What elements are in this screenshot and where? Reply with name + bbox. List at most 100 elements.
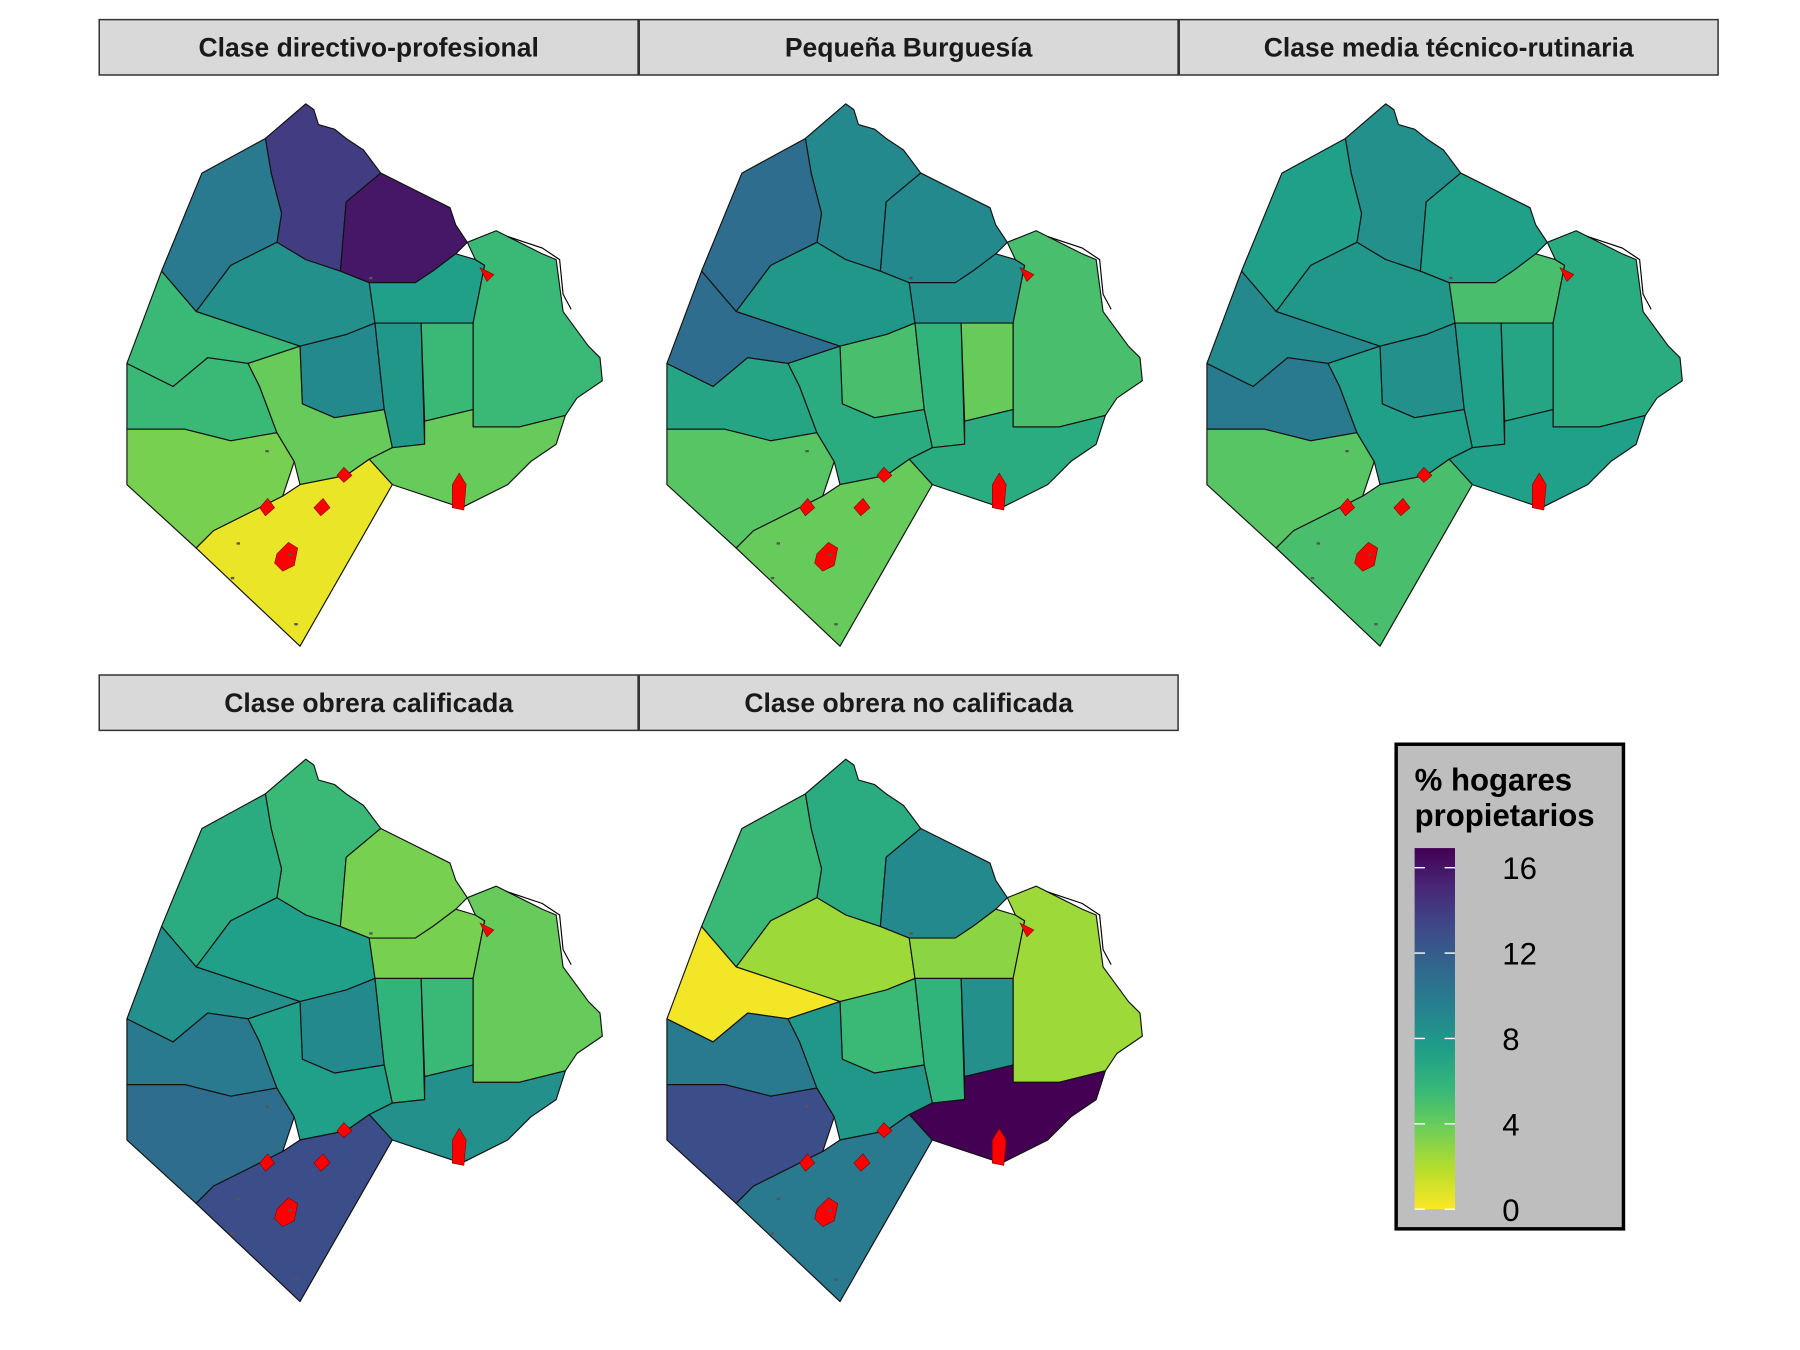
highlight-area (1532, 472, 1547, 511)
minor-feature (1368, 553, 1372, 557)
facet-strip: Pequeña Burguesía (638, 18, 1179, 76)
legend-tick-label: 12 (1502, 937, 1537, 972)
comuna-c3 (960, 322, 1014, 422)
legend-tick-label: 16 (1502, 851, 1537, 886)
facet-strip: Clase obrera no calificada (638, 674, 1179, 732)
facet-map (126, 758, 603, 1303)
facet-strip: Clase obrera calificada (98, 674, 639, 732)
facet-map (666, 103, 1143, 647)
highlight-area (1416, 466, 1433, 483)
highlight-area (313, 1153, 331, 1172)
facet-title: Clase obrera calificada (224, 688, 513, 718)
minor-feature (834, 1278, 838, 1281)
highlight-area (814, 541, 839, 572)
comuna-c3 (1500, 322, 1554, 422)
comuna-c1 (466, 885, 603, 1083)
facet-strip-bg (638, 674, 1179, 732)
highlight-area (1019, 267, 1035, 283)
highlight-area (1019, 922, 1035, 938)
highlight-area (853, 498, 871, 517)
minor-feature (805, 450, 809, 453)
comuna-c4 (368, 1064, 566, 1164)
legend-colorbar (1414, 848, 1455, 1210)
minor-feature (230, 576, 235, 580)
comuna-c1 (1006, 885, 1143, 1083)
minor-feature (294, 1278, 298, 1281)
highlight-area (452, 472, 467, 511)
minor-feature (909, 276, 913, 280)
highlight-area (479, 267, 495, 283)
highlight-area (274, 1197, 299, 1227)
comuna-c3 (960, 977, 1014, 1078)
highlight-area (336, 1122, 353, 1139)
minor-feature (288, 553, 292, 557)
minor-feature (1316, 542, 1320, 545)
facet-strip: Clase directivo-profesional (98, 18, 639, 76)
minor-feature (294, 623, 298, 626)
facet-strip-bg (98, 674, 639, 732)
minor-feature (828, 1209, 832, 1212)
comuna-c4 (368, 409, 566, 509)
port-outline (1587, 235, 1652, 310)
highlight-area (992, 1127, 1007, 1166)
highlight-area (452, 1127, 467, 1166)
highlight-area (1393, 498, 1411, 517)
highlight-area (336, 466, 353, 483)
minor-feature (236, 542, 240, 545)
minor-feature (834, 623, 838, 626)
facet-title: Clase directivo-profesional (198, 33, 538, 63)
minor-feature (369, 932, 373, 935)
facet-strip-bg (1178, 18, 1719, 76)
comuna-c9 (666, 428, 835, 549)
facet-title: Clase obrera no calificada (744, 688, 1073, 718)
comuna-c1 (1546, 230, 1683, 428)
minor-feature (770, 1232, 775, 1235)
minor-feature (265, 1105, 269, 1108)
facet-strip: Clase media técnico-rutinaria (1178, 18, 1719, 76)
minor-feature (776, 542, 780, 545)
minor-feature (1310, 576, 1315, 580)
minor-feature (288, 1209, 292, 1212)
highlight-area (799, 1153, 816, 1172)
comuna-c4 (908, 409, 1106, 509)
minor-feature (828, 553, 832, 557)
comuna-c9 (1206, 428, 1375, 549)
port-outline (1047, 235, 1112, 310)
facet-title: Clase media técnico-rutinaria (1264, 33, 1634, 63)
highlight-area (876, 1122, 893, 1139)
facet-map (1206, 103, 1683, 647)
legend-tick-label: 0 (1502, 1193, 1519, 1228)
comuna-c1 (466, 230, 603, 428)
facet-title: Pequeña Burguesía (785, 33, 1033, 63)
minor-feature (776, 1197, 780, 1200)
minor-feature (1449, 276, 1453, 280)
minor-feature (369, 276, 373, 280)
highlight-area (1354, 541, 1379, 572)
minor-feature (230, 1232, 235, 1235)
comuna-c3 (420, 977, 474, 1078)
legend-tick-label: 4 (1502, 1107, 1519, 1142)
port-outline (1047, 891, 1112, 965)
minor-feature (1374, 623, 1378, 626)
highlight-area (799, 498, 816, 517)
minor-feature (909, 932, 913, 935)
comuna-c1 (1006, 230, 1143, 428)
minor-feature (805, 1105, 809, 1108)
legend-tick-label: 8 (1502, 1022, 1519, 1057)
highlight-area (814, 1197, 839, 1227)
legend: % hogares propietarios 16 12 8 4 0 (1394, 742, 1626, 1231)
legend-title-line2: propietarios (1415, 798, 1595, 833)
highlight-area (1559, 267, 1575, 283)
highlight-area (992, 472, 1007, 511)
minor-feature (1345, 450, 1349, 453)
highlight-area (1339, 498, 1356, 517)
legend-title-line1: % hogares (1415, 762, 1572, 797)
minor-feature (265, 450, 269, 453)
minor-feature (770, 576, 775, 580)
comuna-c9 (126, 1084, 295, 1205)
facet-strip-bg (98, 18, 639, 76)
comuna-c9 (126, 428, 295, 549)
highlight-area (313, 498, 331, 517)
comuna-c3 (420, 322, 474, 422)
minor-feature (236, 1197, 240, 1200)
